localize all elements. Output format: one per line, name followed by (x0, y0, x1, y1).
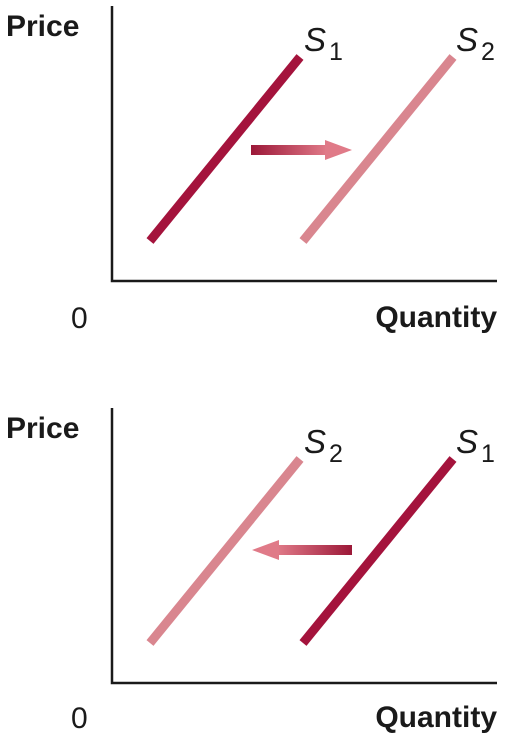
curve-letter: S (304, 21, 326, 58)
shift-arrow-head (325, 140, 352, 160)
shift-arrow-shaft (251, 145, 327, 155)
quantity-axis-label: Quantity (375, 301, 497, 334)
supply-curve-s1 (146, 54, 304, 244)
axes-lines (110, 408, 497, 685)
price-axis-label: Price (6, 10, 79, 43)
origin-label: 0 (71, 702, 88, 735)
curve-subscript: 2 (481, 38, 495, 66)
shift-right-arrow (251, 140, 352, 160)
price-axis-label: Price (6, 412, 79, 445)
curve-letter: S (304, 423, 326, 460)
supply-curve-s2 (146, 456, 304, 646)
supply-curve-s1 (299, 456, 457, 646)
shift-arrow-shaft (277, 545, 352, 555)
curve-letter: S (456, 21, 478, 58)
curve-letter: S (456, 423, 478, 460)
shift-left-arrow (252, 540, 352, 560)
shift-arrow-head (252, 540, 279, 560)
curve-subscript: 2 (329, 440, 343, 468)
quantity-axis-label: Quantity (375, 701, 497, 734)
axes-lines (110, 6, 497, 283)
curve-subscript: 1 (329, 38, 343, 66)
origin-label: 0 (71, 302, 88, 335)
curve-subscript: 1 (481, 440, 495, 468)
supply-curve-s2 (299, 54, 457, 244)
